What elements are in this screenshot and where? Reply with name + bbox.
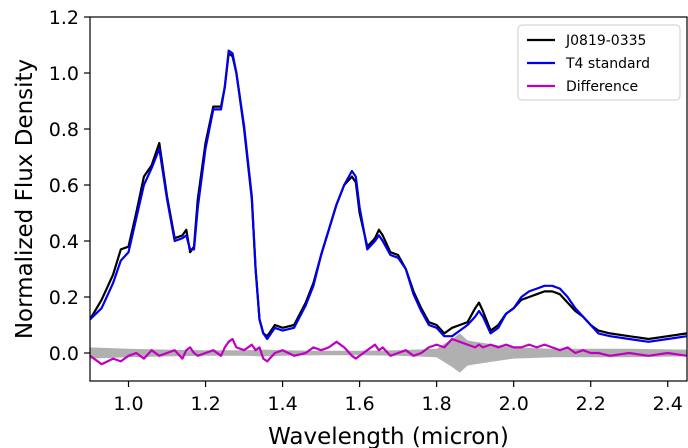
x-tick-label: 2.2 xyxy=(576,393,606,415)
y-tick-label: 0.6 xyxy=(49,175,79,197)
x-tick-label: 1.2 xyxy=(190,393,220,415)
legend-label: Difference xyxy=(566,79,638,95)
y-tick-label: 0.2 xyxy=(49,287,79,309)
plot-area xyxy=(90,49,687,373)
x-tick-label: 1.8 xyxy=(422,393,452,415)
x-tick-label: 2.0 xyxy=(499,393,529,415)
legend: J0819-0335 T4 standard Difference xyxy=(517,24,681,101)
x-axis-label: Wavelength (micron) xyxy=(268,424,509,448)
plot-frame xyxy=(89,16,688,382)
series-line-t4-standard xyxy=(90,49,687,343)
y-axis-label: Normalized Flux Density xyxy=(12,59,38,339)
y-tick-label: 0.0 xyxy=(49,343,79,365)
legend-label: J0819-0335 xyxy=(565,33,646,49)
y-tick-label: 0.8 xyxy=(49,119,79,141)
legend-box xyxy=(517,24,681,101)
x-tick-label: 1.4 xyxy=(267,393,297,415)
series-line-difference xyxy=(90,337,687,366)
x-tick-label: 1.0 xyxy=(113,393,143,415)
y-tick-label: 0.4 xyxy=(49,231,79,253)
y-tick-label: 1.0 xyxy=(49,63,79,85)
x-tick-label: 1.6 xyxy=(345,393,375,415)
legend-label: T4 standard xyxy=(565,56,650,72)
x-tick-label: 2.4 xyxy=(653,393,683,415)
y-tick-label: 1.2 xyxy=(49,7,79,29)
axis-ticks: 1.0 1.2 1.4 1.6 1.8 2.0 2.2 2.4 0.0 0.2 0.4 0.6 0.8 1… xyxy=(49,7,683,415)
